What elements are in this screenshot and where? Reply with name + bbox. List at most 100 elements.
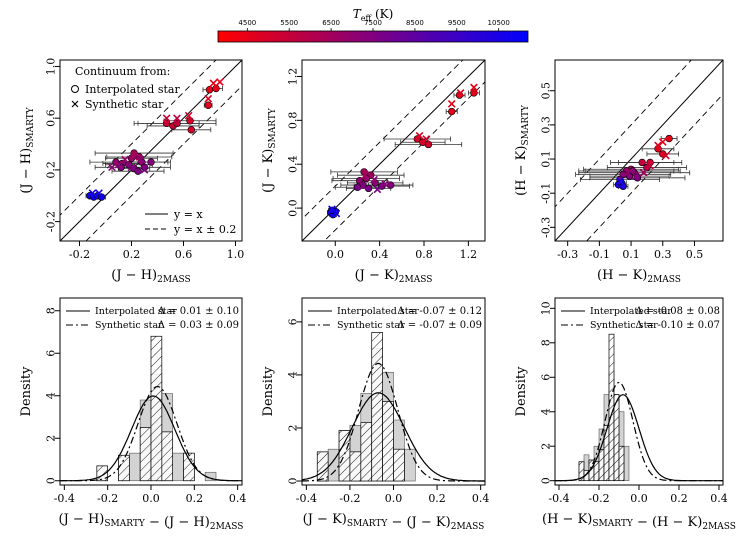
x-tick-label: 0.0 <box>385 492 403 505</box>
legend-identity: y = x <box>173 208 203 221</box>
interpolated-bar <box>623 445 630 481</box>
y-axis-label: (J − K)SMARTY <box>261 107 278 193</box>
x-axis-label: (H − K)SMARTY − (H − K)2MASS <box>542 512 736 532</box>
synthetic-bar <box>96 465 109 482</box>
x-tick-label: 0.0 <box>630 492 648 505</box>
y-axis-label: Density <box>19 366 34 417</box>
interpolated-point <box>353 183 362 191</box>
plot-frame <box>301 59 486 242</box>
y-tick-label: 0.5 <box>540 82 553 100</box>
x-axis-label: (H − K)2MASS <box>597 268 681 285</box>
interpolated-bar <box>129 452 141 482</box>
synthetic-bar <box>360 422 373 482</box>
panel-jk: 0.0 0.4 0.8 1.2 0.0 0.4 0.8 1.2 (J − K)2MASS (J −… <box>261 59 486 285</box>
colorbar-tick-label: 4500 <box>238 19 256 27</box>
synthetic-bar <box>593 461 600 482</box>
offset-line <box>323 81 485 241</box>
synthetic-point <box>328 205 336 214</box>
synthetic-point <box>108 163 116 172</box>
interpolated-point <box>448 107 456 116</box>
legend-interpolated: Interpolated star <box>85 83 180 96</box>
interpolated-point <box>205 86 214 94</box>
temperature-colorbar: 4500 5500 6500 7500 8500 9500 10500 Teff (K) <box>217 7 529 43</box>
y-axis-label: (J − H)SMARTY <box>19 106 36 193</box>
synthetic-point <box>130 153 138 161</box>
stat-interpolated: Δ = 0.01 ± 0.10 <box>158 306 239 317</box>
y-tick-label: 2 <box>287 424 300 431</box>
synthetic-point <box>654 141 662 150</box>
synthetic-point <box>162 114 171 123</box>
synthetic-point <box>662 151 670 160</box>
x-tick-label: -0.4 <box>548 492 569 505</box>
x-axis-label: (J − H)2MASS <box>111 268 190 285</box>
stat-interpolated: Δ = -0.08 ± 0.08 <box>635 306 720 317</box>
stat-synthetic: Δ = -0.10 ± 0.07 <box>635 320 720 331</box>
synthetic-bar <box>139 427 152 482</box>
legend-synthetic: Synthetic star <box>85 98 164 111</box>
synthetic-point <box>616 177 624 186</box>
synthetic-point <box>140 166 149 174</box>
y-tick-label: 2 <box>540 443 553 450</box>
plot-area <box>555 60 723 241</box>
colorbar-tick-label: 5500 <box>280 19 298 27</box>
synthetic-bar <box>618 445 625 482</box>
legend-synthetic: Synthetic star <box>337 320 405 331</box>
synthetic-bar <box>338 430 351 482</box>
x-axis-label: (J − K)SMARTY − (J − K)2MASS <box>303 512 485 532</box>
synthetic-point <box>121 155 129 164</box>
stat-interpolated: Δ = -0.07 ± 0.12 <box>397 306 482 317</box>
colorbar-tick-label: 7500 <box>364 19 382 27</box>
x-tick-label: 0.0 <box>142 492 160 505</box>
colorbar-tick-label: 10500 <box>488 19 510 27</box>
x-tick-label: 0.2 <box>123 248 141 261</box>
interpolated-point <box>638 158 646 167</box>
synthetic-point <box>173 114 181 123</box>
synthetic-point <box>370 175 378 184</box>
panel-jh: -0.2 0.2 0.6 1.0 -0.2 0.2 0.6 1.0 (J − H)2MASS (J… <box>19 58 244 285</box>
x-tick-label: -0.2 <box>339 492 360 505</box>
x-tick-label: -0.4 <box>296 492 317 505</box>
y-tick-label: 0.4 <box>287 155 300 173</box>
synthetic-point <box>381 180 390 188</box>
synthetic-point <box>136 155 145 164</box>
x-tick-label: 0.3 <box>654 248 672 261</box>
y-axis-label: Density <box>261 366 276 417</box>
synthetic-bar <box>613 394 620 482</box>
y-tick-label: 0.8 <box>287 112 300 130</box>
synthetic-point <box>415 131 424 140</box>
synthetic-point <box>332 209 341 218</box>
stat-synthetic: Δ = 0.03 ± 0.09 <box>158 320 239 331</box>
y-tick-label: 10 <box>540 301 553 315</box>
synthetic-bar <box>349 451 362 482</box>
synthetic-point <box>88 189 97 198</box>
y-tick-label: -0.2 <box>45 211 58 232</box>
y-tick-label: -0.1 <box>540 183 553 204</box>
interpolated-point <box>387 181 395 189</box>
interpolated-point <box>187 126 196 134</box>
interpolated-point <box>619 182 627 191</box>
interpolated-bar <box>172 452 184 482</box>
synthetic-point <box>624 168 632 177</box>
synthetic-point <box>216 78 224 86</box>
offset-line <box>85 85 242 241</box>
synthetic-bar <box>393 448 405 482</box>
x-tick-label: 0.4 <box>229 492 247 505</box>
x-tick-label: -0.2 <box>588 492 609 505</box>
x-tick-label: -0.2 <box>97 492 118 505</box>
synthetic-point <box>184 111 193 120</box>
synthetic-point <box>204 94 213 103</box>
synthetic-point <box>447 100 456 108</box>
synthetic-point <box>646 162 654 170</box>
synthetic-point <box>422 135 431 143</box>
synthetic-fit-curve <box>555 381 723 482</box>
synthetic-point <box>359 182 367 191</box>
interpolated-point <box>659 150 667 158</box>
synthetic-point <box>209 79 218 88</box>
synthetic-point <box>373 185 382 194</box>
y-tick-label: 2 <box>45 435 58 442</box>
interpolated-point <box>147 158 155 166</box>
x-tick-label: 1.2 <box>460 248 478 261</box>
x-tick-label: 0.2 <box>186 492 204 505</box>
x-tick-label: 0.4 <box>472 492 490 505</box>
panel-djk: -0.4 -0.2 0.0 0.2 0.4 0 2 4 6 (J − K)SMARTY − (J … <box>261 297 490 532</box>
